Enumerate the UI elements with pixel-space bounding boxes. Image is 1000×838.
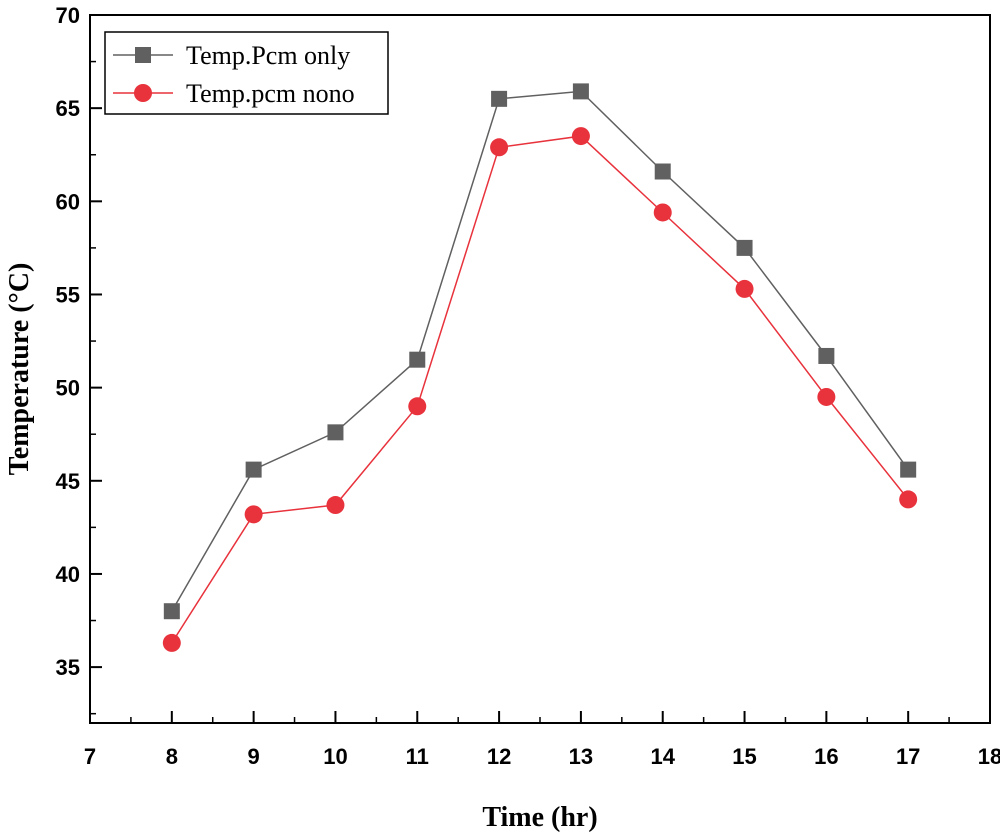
x-tick-label: 15 xyxy=(732,744,756,769)
data-point-circle xyxy=(653,203,672,222)
data-point-circle xyxy=(490,138,509,157)
data-point-circle xyxy=(899,490,918,509)
data-point-square xyxy=(900,461,917,478)
y-tick-label: 40 xyxy=(56,562,80,587)
y-tick-label: 35 xyxy=(56,655,80,680)
legend-item-pcm-nono: Temp.pcm nono xyxy=(113,79,355,108)
x-tick-label: 10 xyxy=(323,744,347,769)
data-point-square xyxy=(163,603,180,620)
y-tick-label: 50 xyxy=(56,376,80,401)
x-tick-label: 16 xyxy=(814,744,838,769)
x-tick-label: 17 xyxy=(896,744,920,769)
series-line-2 xyxy=(171,135,909,644)
y-tick-label: 45 xyxy=(56,469,80,494)
legend-item-pcm-only: Temp.Pcm only xyxy=(113,41,350,70)
x-tick-label: 18 xyxy=(978,744,1000,769)
legend-circle-marker xyxy=(134,84,152,102)
data-point-square xyxy=(327,424,344,441)
y-axis-title: Temperature (°C) xyxy=(4,263,35,476)
x-tick-label: 14 xyxy=(650,744,675,769)
data-point-circle xyxy=(817,387,836,406)
x-axis-title: Time (hr) xyxy=(482,802,597,833)
ticks-layer: 7 8 9 10 11 12 13 14 15 16 17 18 35 40 45 50 55 60 65 70 xyxy=(56,3,1000,769)
legend: Temp.Pcm only Temp.pcm nono xyxy=(104,31,389,115)
plot-frame xyxy=(89,14,991,724)
data-point-circle xyxy=(408,397,427,416)
data-point-square xyxy=(491,90,508,107)
data-point-circle xyxy=(735,279,754,298)
legend-label-pcm-only: Temp.Pcm only xyxy=(186,41,350,70)
x-tick-label: 11 xyxy=(406,744,429,769)
y-tick-label: 70 xyxy=(56,3,80,28)
legend-square-marker xyxy=(135,47,151,63)
x-tick-label: 9 xyxy=(248,744,260,769)
data-point-circle xyxy=(162,633,181,652)
data-point-square xyxy=(409,351,426,368)
data-point-circle xyxy=(571,127,590,146)
y-tick-label: 60 xyxy=(56,189,80,214)
legend-label-pcm-nono: Temp.pcm nono xyxy=(186,79,355,108)
legend-box xyxy=(104,31,389,115)
data-point-square xyxy=(245,461,262,478)
data-point-square xyxy=(572,83,589,100)
x-tick-label: 7 xyxy=(84,744,96,769)
series-layer xyxy=(162,83,918,652)
x-tick-label: 12 xyxy=(487,744,511,769)
y-tick-label: 55 xyxy=(56,282,80,307)
data-point-square xyxy=(736,239,753,256)
x-tick-label: 8 xyxy=(166,744,178,769)
data-point-square xyxy=(818,347,835,364)
y-tick-label: 65 xyxy=(56,96,80,121)
data-point-circle xyxy=(326,496,345,515)
x-tick-label: 13 xyxy=(569,744,593,769)
data-point-circle xyxy=(244,505,263,524)
series-line-1 xyxy=(171,90,909,612)
data-point-square xyxy=(654,163,671,180)
